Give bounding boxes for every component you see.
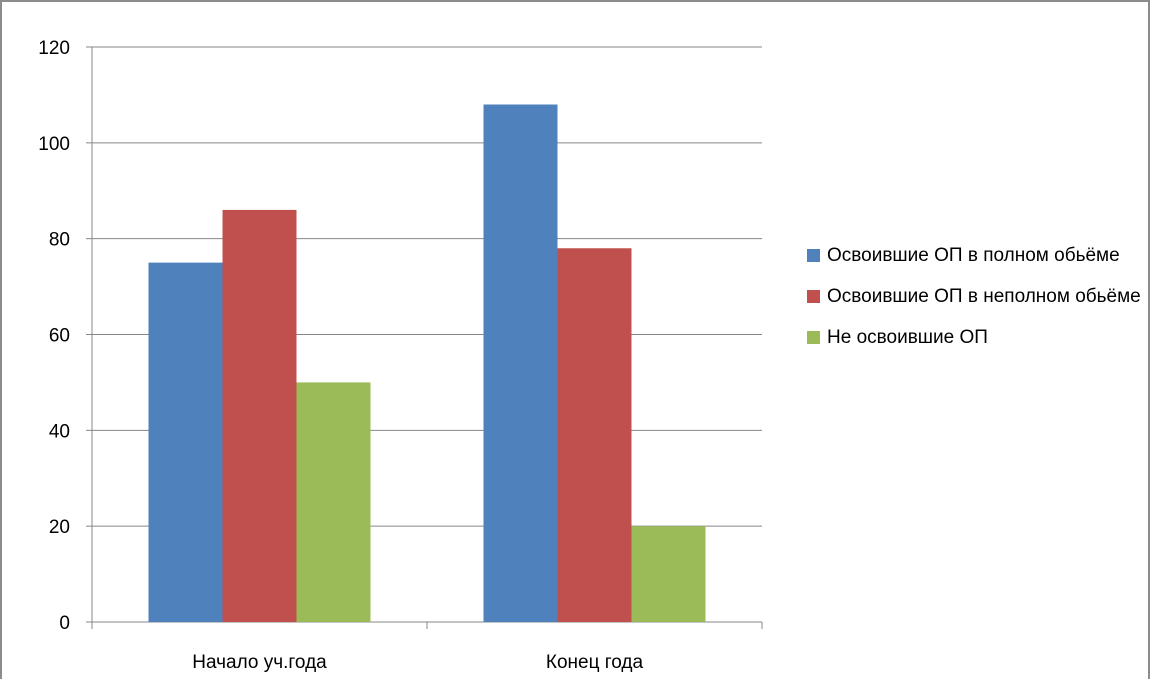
legend-swatch-series-2 xyxy=(807,331,820,344)
legend: Освоившие ОП в полном обьёме Освоившие О… xyxy=(807,242,1147,365)
y-tick-label-80: 80 xyxy=(49,230,70,251)
y-tick-label-20: 20 xyxy=(49,517,70,538)
legend-item-series-0: Освоившие ОП в полном обьёме xyxy=(807,242,1147,269)
legend-swatch-series-1 xyxy=(807,290,820,303)
x-category-label-0: Начало уч.года xyxy=(192,652,327,673)
legend-label-series-1: Освоившие ОП в неполном обьёме xyxy=(827,286,1141,307)
legend-label-series-0: Освоившие ОП в полном обьёме xyxy=(827,245,1120,266)
bar-series-0-cat-0 xyxy=(148,262,223,622)
legend-label-series-2: Не освоившие ОП xyxy=(827,327,988,348)
y-tick-label-40: 40 xyxy=(49,421,70,442)
x-category-label-1: Конец года xyxy=(546,652,644,673)
legend-swatch-series-0 xyxy=(807,249,820,262)
bar-series-2-cat-1 xyxy=(631,526,706,622)
y-tick-label-120: 120 xyxy=(38,38,70,59)
bar-series-1-cat-0 xyxy=(222,209,297,622)
legend-item-series-1: Освоившие ОП в неполном обьёме xyxy=(807,283,1147,310)
bar-series-1-cat-1 xyxy=(557,248,632,622)
y-tick-label-60: 60 xyxy=(49,326,70,347)
y-tick-label-100: 100 xyxy=(38,134,70,155)
y-tick-label-0: 0 xyxy=(59,613,70,634)
bar-series-0-cat-1 xyxy=(483,104,558,622)
bar-series-2-cat-0 xyxy=(296,382,371,622)
legend-item-series-2: Не освоившие ОП xyxy=(807,324,1147,351)
